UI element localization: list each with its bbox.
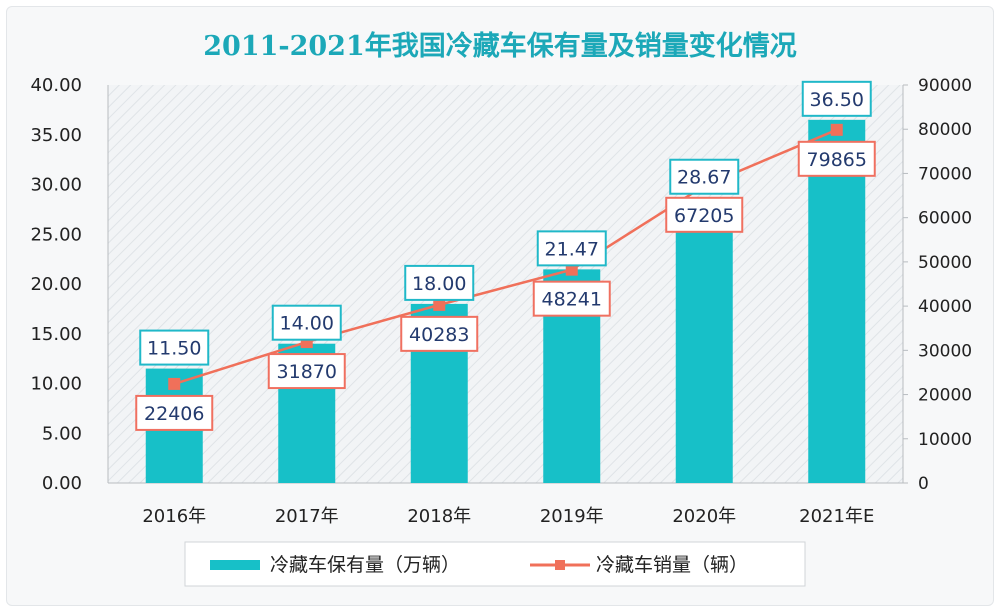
bar-value-label: 36.50 [810, 89, 864, 111]
right-tick-label: 50000 [918, 253, 972, 273]
left-tick-label: 20.00 [30, 274, 82, 295]
x-tick-label: 2019年 [540, 506, 604, 527]
line-label-box [400, 315, 479, 352]
x-tick-label: 2016年 [142, 506, 206, 527]
line-value-label: 22406 [144, 403, 204, 425]
line-label-box [665, 196, 744, 233]
x-axis-ticks: 2016年 2017年 2018年 2019年 2020年 2021年E [142, 506, 874, 527]
left-tick-label: 25.00 [30, 224, 82, 245]
legend-line-label: 冷藏车销量（辆） [596, 554, 748, 576]
legend-bar-label: 冷藏车保有量（万辆） [270, 554, 460, 576]
line-point [433, 298, 446, 311]
line-value-label: 79865 [807, 149, 867, 171]
line-label-box [267, 353, 346, 390]
bar [808, 119, 866, 483]
bar-label-box [271, 304, 342, 341]
bar-label-box [404, 264, 475, 301]
bar-label-box [139, 329, 210, 366]
line-label-box [135, 394, 214, 431]
left-tick-label: 40.00 [30, 75, 82, 96]
line-value-label: 40283 [409, 324, 469, 346]
line-value-label: 67205 [674, 205, 734, 227]
legend-box [184, 541, 806, 587]
line-label-box [532, 280, 611, 317]
bar-label-box [669, 158, 740, 195]
right-tick-label: 40000 [918, 297, 972, 317]
x-tick-label: 2020年 [672, 506, 736, 527]
line-value-labels: 22406 31870 40283 48241 67205 79865 [135, 140, 876, 431]
right-tick-label: 20000 [918, 386, 972, 406]
right-tick-label: 0 [918, 474, 929, 494]
right-tick-label: 30000 [918, 341, 972, 361]
bar-value-label: 11.50 [147, 338, 201, 360]
chart-title: 2011-2021年我国冷藏车保有量及销量变化情况 [203, 30, 797, 62]
bar-value-label: 28.67 [677, 167, 731, 189]
x-tick-label: 2021年E [799, 506, 874, 527]
left-tick-label: 15.00 [30, 324, 82, 345]
bar-label-box [536, 230, 607, 267]
legend: 冷藏车保有量（万辆） 冷藏车销量（辆） [184, 541, 806, 587]
legend-line-marker [555, 560, 565, 570]
bar-value-labels: 11.50 14.00 18.00 21.47 28.67 36.50 [139, 80, 872, 366]
bar-value-label: 14.00 [280, 313, 334, 335]
right-tick-label: 60000 [918, 209, 972, 229]
left-tick-label: 0.00 [42, 473, 82, 494]
line-label-box [797, 140, 876, 177]
bar-value-label: 18.00 [412, 273, 466, 295]
bar-value-label: 21.47 [545, 238, 599, 260]
legend-bar-swatch [210, 560, 260, 570]
plot-area [108, 85, 903, 483]
left-tick-label: 30.00 [30, 175, 82, 196]
x-tick-label: 2017年 [275, 506, 339, 527]
right-tick-label: 70000 [918, 164, 972, 184]
left-axis-ticks: 0.00 5.00 10.00 15.00 20.00 25.00 30.00 35.00 40… [30, 75, 82, 494]
bar [675, 197, 733, 483]
line-value-label: 48241 [542, 289, 602, 311]
right-tick-label: 10000 [918, 430, 972, 450]
line-point [565, 263, 578, 276]
line-value-label: 31870 [277, 361, 337, 383]
left-tick-label: 35.00 [30, 125, 82, 146]
line-point [168, 377, 181, 390]
left-tick-label: 10.00 [30, 374, 82, 395]
bar-label-box [801, 80, 872, 117]
right-tick-label: 80000 [918, 120, 972, 140]
right-axis-ticks: 0 10000 20000 30000 40000 50000 60000 70000 8000… [903, 76, 972, 494]
x-tick-label: 2018年 [407, 506, 471, 527]
right-tick-label: 90000 [918, 76, 972, 96]
line-point [830, 123, 843, 136]
left-tick-label: 5.00 [42, 423, 82, 444]
